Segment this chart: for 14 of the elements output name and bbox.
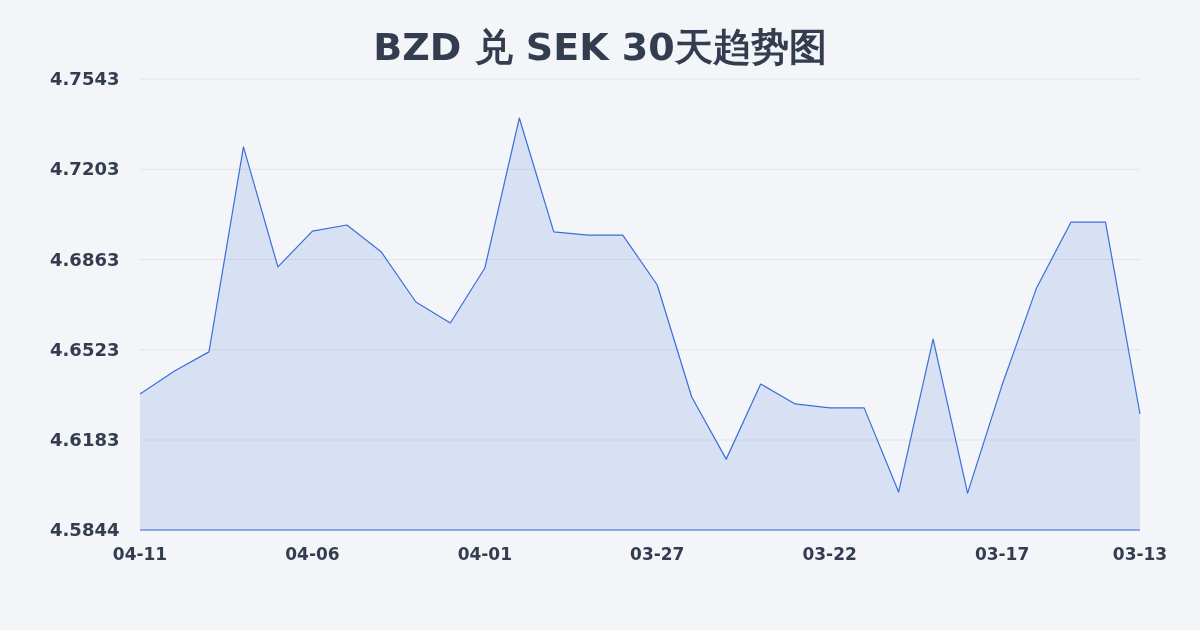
- x-tick-label: 04-01: [457, 544, 513, 564]
- y-tick-label: 4.6863: [50, 248, 120, 270]
- x-tick-label: 04-11: [112, 544, 168, 564]
- x-tick-label: 03-17: [974, 544, 1030, 564]
- chart-title: BZD 兑 SEK 30天趋势图: [373, 25, 827, 69]
- x-tick-label: 03-27: [630, 544, 685, 564]
- y-tick-label: 4.7543: [50, 68, 120, 89]
- y-tick-label: 4.6183: [50, 429, 120, 451]
- y-tick-label: 4.5844: [50, 519, 120, 540]
- x-tick-label: 03-13: [1112, 544, 1168, 564]
- y-tick-label: 4.7203: [50, 158, 120, 180]
- y-tick-label: 4.6523: [50, 338, 120, 360]
- x-tick-label: 03-22: [802, 544, 857, 564]
- x-tick-label: 04-06: [285, 544, 340, 564]
